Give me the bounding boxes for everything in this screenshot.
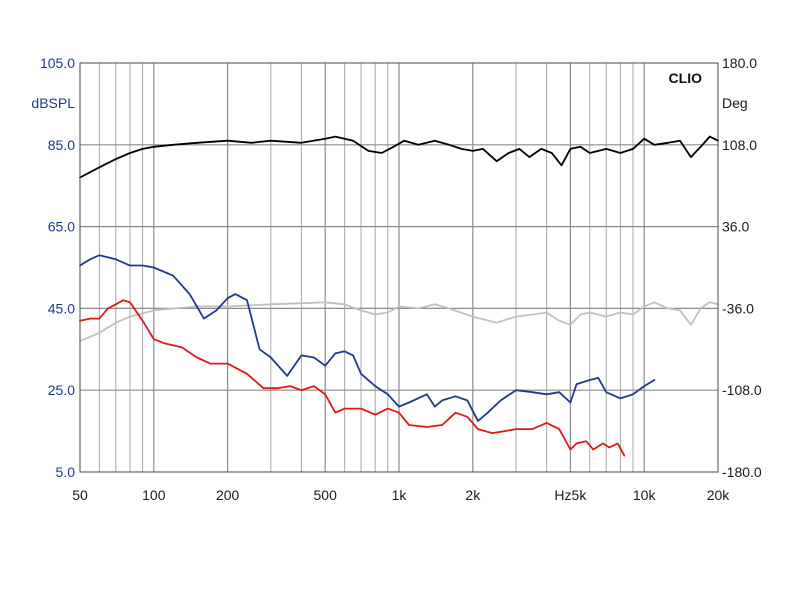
left-tick-label: 85.0 [48, 137, 75, 153]
series-line-1 [79, 301, 719, 343]
grid-minor-lines [98, 63, 634, 472]
right-tick-label: -180.0 [722, 464, 762, 480]
series-layer [79, 135, 719, 457]
series-line-3 [79, 299, 626, 457]
left-axis-unit: dBSPL [31, 95, 75, 111]
left-tick-label: 5.0 [56, 464, 76, 480]
right-axis-ticks: 180.0 108.0 36.0 -36.0 -108.0 -180.0 [722, 55, 762, 480]
right-tick-label: 108.0 [722, 137, 757, 153]
series-line-0 [79, 135, 719, 179]
right-axis-unit: Deg [722, 95, 748, 111]
x-axis-ticks: 50 100 200 500 1k 2k Hz5k 10k 20k [72, 487, 730, 503]
x-tick-label: 200 [216, 487, 240, 503]
left-tick-label: 105.0 [40, 55, 75, 71]
left-tick-label: 65.0 [48, 219, 75, 235]
right-tick-label: -36.0 [722, 300, 754, 316]
series-line-2 [79, 254, 656, 422]
right-tick-label: -108.0 [722, 382, 762, 398]
x-tick-label: 20k [707, 487, 731, 503]
left-axis-ticks: 105.0 85.0 65.0 45.0 25.0 5.0 [40, 55, 75, 480]
x-tick-label: 1k [392, 487, 408, 503]
right-tick-label: 180.0 [722, 55, 757, 71]
clio-brand-label: CLIO [669, 70, 703, 86]
x-tick-label: 500 [314, 487, 338, 503]
x-tick-label: 2k [465, 487, 481, 503]
plot-frame [79, 62, 719, 473]
x-tick-label: 50 [72, 487, 88, 503]
left-tick-label: 25.0 [48, 382, 75, 398]
x-tick-label: 10k [633, 487, 657, 503]
x-tick-label: 100 [142, 487, 166, 503]
x-tick-label: Hz5k [554, 487, 587, 503]
grid-major-lines [80, 63, 718, 472]
right-tick-label: 36.0 [722, 219, 749, 235]
left-tick-label: 45.0 [48, 300, 75, 316]
